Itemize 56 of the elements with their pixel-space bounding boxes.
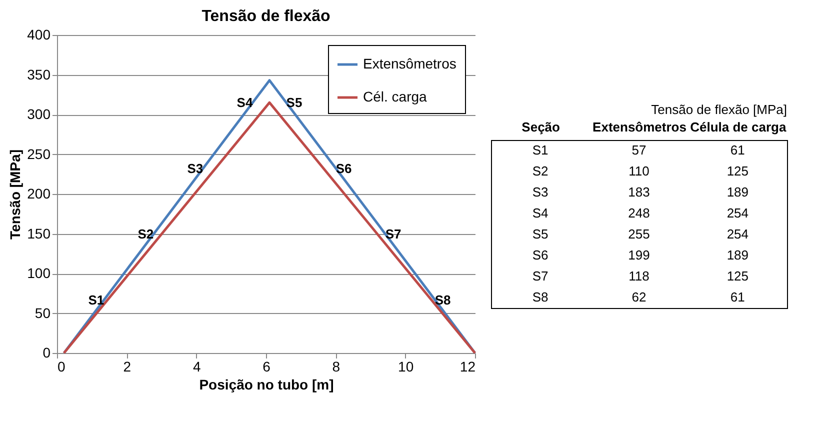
data-label: 57 (632, 142, 646, 158)
data-label: 61 (730, 290, 745, 304)
category-label: S2 (532, 164, 548, 178)
x-tick-label: 2 (123, 358, 132, 374)
data-label: 254 (726, 226, 749, 242)
y-tick-label: 150 (27, 225, 51, 242)
y-tick-label: 250 (27, 146, 51, 162)
data-label: 183 (628, 184, 650, 200)
data-label: 118 (628, 268, 650, 284)
text: Célula de carga (690, 120, 787, 134)
x-tick-label: 12 (460, 358, 476, 374)
data-label: 248 (628, 206, 650, 220)
category-label: S7 (532, 268, 548, 284)
category-label: S3 (532, 184, 548, 200)
y-tick-label: 100 (27, 265, 51, 281)
category-label: S5 (532, 226, 548, 242)
data-label: 62 (632, 290, 646, 304)
legend-label: Extensômetros (363, 56, 456, 72)
y-tick-label: 300 (27, 106, 51, 122)
data-label: 199 (628, 248, 650, 262)
data-label: 125 (726, 164, 749, 178)
data-label: 254 (726, 206, 749, 220)
data-label: 110 (628, 164, 650, 178)
x-tick-label: 4 (192, 358, 201, 374)
x-tick-label: 6 (262, 358, 271, 374)
data-label: 125 (726, 268, 749, 284)
annotation: S3 (187, 160, 204, 176)
y-tick-label: 50 (34, 304, 51, 321)
x-tick-label: 0 (58, 358, 66, 374)
y-tick-label: 0 (42, 344, 51, 360)
x-tick-label: 8 (332, 358, 340, 374)
text: Tensão de flexão [MPa] (651, 102, 787, 117)
x-tick-label: 10 (398, 358, 414, 374)
annotation: S7 (385, 226, 402, 242)
chart-title: Tensão de flexão (202, 8, 331, 25)
annotation: S8 (434, 292, 451, 308)
y-tick-label: 200 (27, 186, 51, 202)
category-label: S1 (532, 142, 548, 158)
y-tick-label: 400 (27, 26, 51, 42)
text: Seção (522, 120, 560, 134)
data-label: 189 (726, 184, 749, 200)
annotation: S6 (336, 160, 352, 176)
y-tick-label: 350 (27, 66, 51, 82)
series-label: Extensômetros (592, 120, 686, 134)
annotation: S1 (88, 292, 104, 308)
category-label: S6 (532, 248, 548, 262)
x-axis-title: Posição no tubo [m] (199, 376, 334, 392)
data-label: 255 (628, 226, 650, 242)
legend-label: Cél. carga (363, 88, 428, 104)
data-label: 61 (730, 142, 745, 158)
annotation: S5 (286, 95, 302, 110)
y-axis-title: Tensão [MPa] (7, 150, 24, 240)
data-label: 189 (726, 248, 749, 262)
annotation: S2 (138, 226, 154, 242)
category-label: S8 (532, 290, 548, 304)
category-label: S4 (532, 206, 548, 220)
